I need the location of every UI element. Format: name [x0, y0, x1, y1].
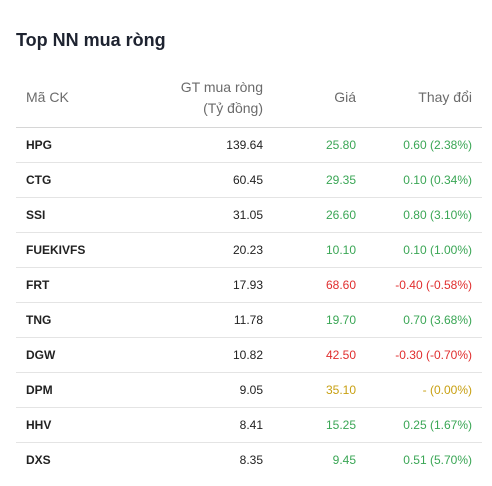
price-value: 29.35: [263, 162, 356, 198]
stock-code-link[interactable]: TNG: [16, 302, 156, 338]
change-value: 0.10 (0.34%): [356, 162, 482, 198]
stock-code-link[interactable]: DXS: [26, 453, 51, 467]
net-buy-value: 10.82: [156, 337, 263, 373]
table-header-row: Mã CK GT mua ròng (Tỷ đồng) Giá Thay đổi: [16, 68, 482, 128]
table-row[interactable]: FUEKIVFS 20.23 10.10 0.10 (1.00%): [16, 232, 482, 268]
change-value: 0.25 (1.67%): [356, 407, 482, 443]
table-row[interactable]: SSI 31.05 26.60 0.80 (3.10%): [16, 197, 482, 233]
net-buy-value: 8.41: [156, 407, 263, 443]
change-value: 0.10 (1.00%): [356, 232, 482, 268]
column-header-code[interactable]: Mã CK: [16, 68, 156, 128]
price-value: 19.70: [263, 302, 356, 338]
price-value: 15.25: [263, 407, 356, 443]
change-value: - (0.00%): [356, 372, 482, 408]
column-header-price-label: Giá: [334, 89, 356, 105]
widget-title: Top NN mua ròng: [16, 30, 166, 50]
net-buy-value: 60.45: [156, 162, 263, 198]
price-value: 26.60: [263, 197, 356, 233]
price-value: 9.45: [332, 453, 356, 467]
stock-code-link[interactable]: SSI: [16, 197, 156, 233]
net-buy-value: 31.05: [156, 197, 263, 233]
column-header-code-label: Mã CK: [26, 89, 69, 105]
stock-code-link[interactable]: DGW: [16, 337, 156, 373]
column-header-change-label: Thay đổi: [418, 89, 472, 105]
column-header-price[interactable]: Giá: [263, 68, 356, 128]
change-value: 0.60 (2.38%): [356, 127, 482, 163]
net-buy-value: 11.78: [156, 302, 263, 338]
column-header-change[interactable]: Thay đổi: [356, 68, 482, 128]
stock-code-link[interactable]: CTG: [16, 162, 156, 198]
table-row[interactable]: DXS 8.35 9.45 0.51 (5.70%): [16, 443, 482, 478]
change-value: 0.70 (3.68%): [356, 302, 482, 338]
stock-code-link[interactable]: HPG: [16, 127, 156, 163]
price-value: 25.80: [263, 127, 356, 163]
table-row[interactable]: DPM 9.05 35.10- (0.00%): [16, 372, 482, 408]
stock-code-link[interactable]: DPM: [16, 372, 156, 408]
price-value: 35.10: [263, 372, 356, 408]
price-value: 42.50: [263, 337, 356, 373]
table-row[interactable]: FRT 17.93 68.60 -0.40 (-0.58%): [16, 267, 482, 303]
stock-code-link[interactable]: FRT: [16, 267, 156, 303]
price-value: 68.60: [263, 267, 356, 303]
net-buy-table: Mã CK GT mua ròng (Tỷ đồng) Giá Thay đổi…: [16, 68, 482, 477]
net-buy-value: 8.35: [239, 453, 263, 467]
net-buy-value: 139.64: [156, 127, 263, 163]
net-buy-value: 17.93: [156, 267, 263, 303]
price-value: 10.10: [263, 232, 356, 268]
column-header-value-line2: (Tỷ đồng): [203, 99, 263, 116]
change-value: 0.80 (3.10%): [356, 197, 482, 233]
table-row[interactable]: DGW 10.82 42.50 -0.30 (-0.70%): [16, 337, 482, 373]
table-row[interactable]: TNG 11.78 19.70 0.70 (3.68%): [16, 302, 482, 338]
column-header-value-line1: GT mua ròng: [180, 78, 263, 95]
table-row[interactable]: HPG 139.64 25.80 0.60 (2.38%): [16, 127, 482, 163]
table-row[interactable]: HHV 8.41 15.25 0.25 (1.67%): [16, 407, 482, 443]
stock-code-link[interactable]: HHV: [16, 407, 156, 443]
change-value: 0.51 (5.70%): [403, 453, 472, 467]
net-buy-value: 20.23: [156, 232, 263, 268]
table-row[interactable]: CTG 60.45 29.35 0.10 (0.34%): [16, 162, 482, 198]
stock-code-link[interactable]: FUEKIVFS: [16, 232, 156, 268]
net-buy-value: 9.05: [156, 372, 263, 408]
column-header-net-buy-value[interactable]: GT mua ròng (Tỷ đồng): [156, 68, 263, 128]
change-value: -0.40 (-0.58%): [356, 267, 482, 303]
change-value: -0.30 (-0.70%): [356, 337, 482, 373]
